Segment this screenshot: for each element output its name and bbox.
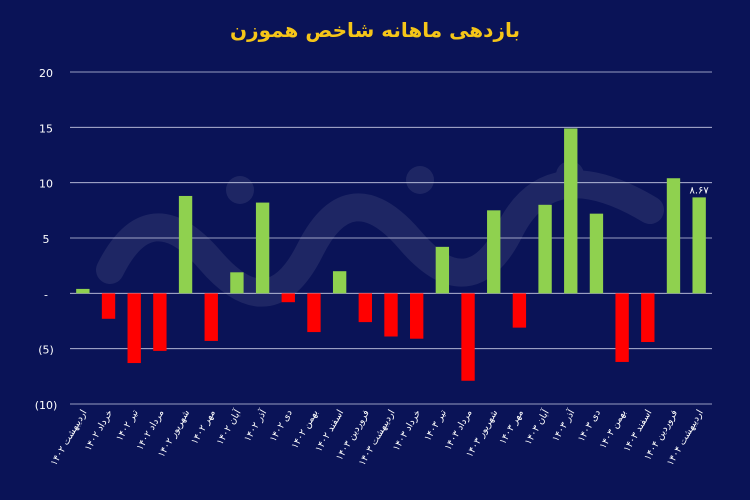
bar: [615, 293, 629, 362]
y-tick-label: (5): [38, 344, 54, 357]
y-axis-ticks: 20 15 10 5 - (5) (10): [35, 67, 58, 412]
bar: [101, 293, 116, 319]
data-label: ۸.۶۷: [690, 185, 710, 196]
bar: [153, 293, 167, 351]
bar: [384, 293, 398, 337]
bar: [641, 293, 655, 343]
bar: [76, 288, 90, 294]
bar: [307, 293, 321, 333]
x-tick-label: مهر ۱۴۰۳: [497, 408, 526, 447]
bars: [76, 128, 706, 381]
bar: [127, 293, 141, 364]
bar: [281, 293, 295, 303]
chart-title: بازدهی ماهانه شاخص هموزن: [230, 18, 520, 42]
bar: [204, 293, 218, 341]
bar: [332, 271, 347, 294]
bar: [435, 246, 450, 294]
bar: [512, 293, 527, 328]
x-tick-label: آذر ۱۴۰۳: [549, 407, 578, 444]
bar: [666, 178, 681, 294]
bar: [230, 272, 244, 294]
bar: [589, 213, 604, 294]
bar: [461, 293, 475, 381]
bar: [692, 197, 706, 294]
bar: [487, 210, 501, 294]
y-tick-label: -: [44, 288, 48, 301]
x-tick-label: دی ۱۴۰۳: [576, 408, 603, 444]
y-tick-label: 10: [39, 178, 53, 191]
x-tick-label: آبان ۱۴۰۲: [213, 407, 244, 447]
y-tick-label: 20: [39, 67, 53, 80]
x-tick-label: آذر ۱۴۰۲: [240, 407, 269, 444]
bar: [538, 204, 552, 294]
y-tick-label: 5: [43, 233, 50, 246]
x-tick-label: دی ۱۴۰۲: [268, 408, 295, 444]
x-tick-label: تیر ۱۴۰۳: [422, 408, 449, 443]
x-tick-label: تیر ۱۴۰۲: [114, 408, 141, 443]
data-labels: ۸.۶۷: [690, 185, 710, 196]
bar: [358, 293, 372, 323]
x-tick-label: مهر ۱۴۰۲: [189, 408, 218, 447]
y-tick-label: 15: [39, 122, 53, 135]
bar: [410, 293, 424, 339]
x-tick-label: آبان ۱۴۰۳: [521, 407, 552, 447]
y-tick-label: (10): [35, 399, 58, 412]
bar: [564, 128, 578, 294]
bar: [255, 202, 270, 294]
x-tick-label: اردیبهشت ۱۴۰۲: [49, 408, 90, 468]
bar: [178, 195, 193, 294]
